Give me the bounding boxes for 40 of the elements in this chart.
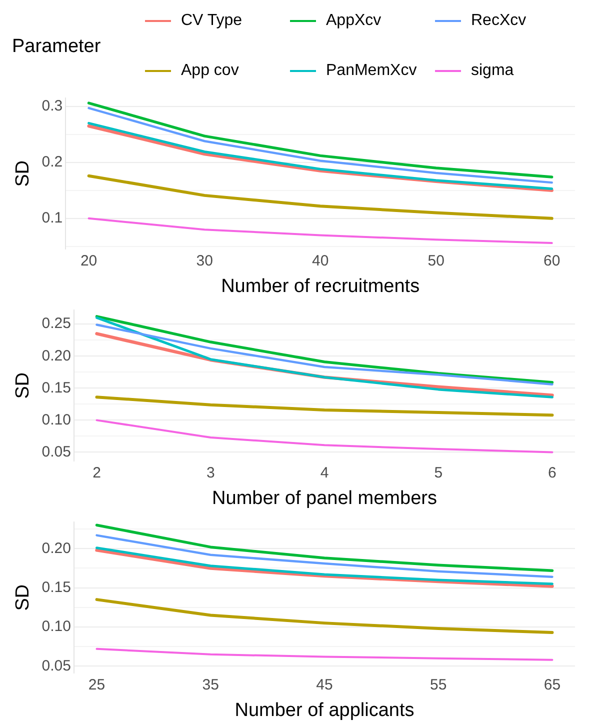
x-tick-label: 5 [434, 464, 443, 482]
y-tick-label: 0.10 [42, 411, 71, 428]
y-axis-title: SD [12, 584, 34, 611]
x-tick-label: 35 [202, 676, 219, 694]
y-tick-label: 0.20 [42, 347, 71, 364]
y-axis-title: SD [12, 372, 34, 399]
x-tick-label: 30 [196, 252, 213, 270]
x-tick-label: 55 [430, 676, 447, 694]
legend-label: sigma [471, 62, 514, 80]
y-tick-label: 0.05 [42, 657, 71, 674]
y-axis-title: SD [12, 160, 34, 187]
x-tick-label: 3 [206, 464, 215, 482]
x-tick-label: 20 [80, 252, 98, 270]
x-axis-title: Number of applicants [234, 700, 414, 721]
x-axis-title: Number of recruitments [221, 276, 420, 297]
legend-label: RecXcv [471, 12, 526, 30]
y-tick-label: 0.1 [42, 210, 63, 227]
y-tick-label: 0.3 [42, 98, 63, 115]
y-tick-label: 0.10 [42, 618, 71, 636]
y-tick-label: 0.15 [42, 379, 71, 396]
x-tick-label: 2 [92, 464, 101, 482]
x-tick-label: 40 [312, 252, 329, 270]
x-axis-title: Number of panel members [212, 488, 437, 509]
x-tick-label: 45 [316, 676, 333, 694]
x-tick-label: 25 [88, 676, 106, 694]
y-tick-label: 0.05 [42, 443, 71, 460]
x-tick-label: 6 [548, 464, 556, 482]
x-tick-label: 50 [428, 252, 444, 270]
y-tick-label: 0.2 [42, 154, 63, 171]
y-tick-label: 0.25 [42, 315, 71, 332]
y-tick-label: 0.15 [42, 578, 71, 596]
x-tick-label: 60 [544, 252, 560, 270]
x-tick-label: 4 [320, 464, 329, 482]
legend-label: CV Type [181, 12, 242, 30]
x-tick-label: 65 [544, 676, 561, 694]
legend-title: Parameter [12, 36, 101, 58]
legend-label: AppXcv [326, 12, 382, 30]
legend-label: App cov [181, 62, 239, 80]
y-tick-label: 0.20 [42, 540, 71, 557]
legend-label: PanMemXcv [326, 62, 417, 80]
